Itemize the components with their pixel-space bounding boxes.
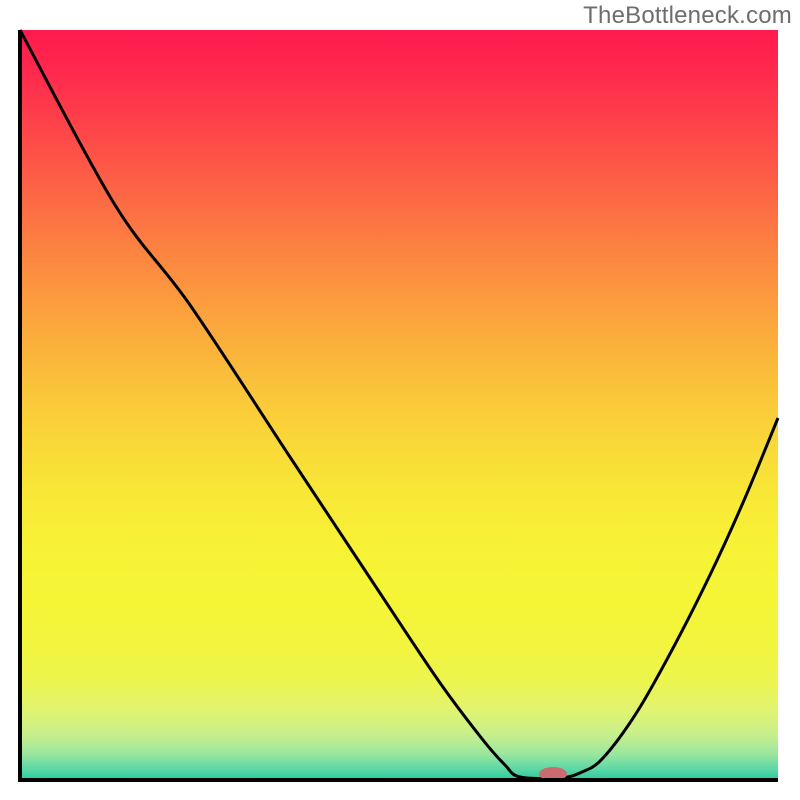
bottleneck-chart	[0, 0, 800, 800]
watermark-text: TheBottleneck.com	[583, 2, 792, 30]
chart-container: TheBottleneck.com	[0, 0, 800, 800]
gradient-background	[20, 30, 778, 780]
